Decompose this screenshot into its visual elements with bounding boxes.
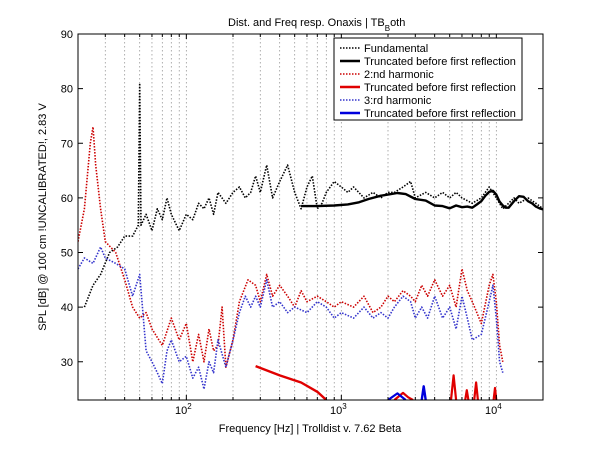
- legend-entry-fundamental: Fundamental: [364, 43, 428, 55]
- series-line-fundamental-truncated: [301, 189, 543, 211]
- y-tick-label: 70: [61, 138, 73, 150]
- x-axis-label: Frequency [Hz] | Trolldist v. 7.62 Beta: [219, 423, 402, 435]
- series-segment: [449, 374, 458, 400]
- series-line-second-harmonic-truncated: [255, 364, 328, 400]
- legend-box: [333, 37, 523, 121]
- series-line-third-harmonic-truncated: [420, 385, 427, 400]
- legend-entry-second-harmonic-truncated: Truncated before first reflection: [364, 82, 516, 94]
- legend-entry-third-harmonic-truncated: Truncated before first reflection: [364, 108, 516, 120]
- series-segment: [393, 391, 414, 400]
- series-segment: [473, 381, 479, 400]
- chart-title-suffix: oth: [390, 17, 405, 29]
- series-line-second-harmonic: [78, 126, 504, 368]
- y-tick-label: 60: [61, 193, 73, 205]
- chart-title: Dist. and Freq resp. Onaxis | TBBoth: [228, 17, 405, 33]
- legend-entry-fundamental-truncated: Truncated before first reflection: [364, 56, 516, 68]
- series-line-fundamental: [83, 82, 543, 308]
- y-axis-ticks: 30 40 50 60 70 80 90: [61, 29, 543, 369]
- y-tick-label: 80: [61, 84, 73, 96]
- x-tick-label: 104: [485, 402, 502, 417]
- legend-entry-third-harmonic: 3:rd harmonic: [364, 95, 432, 107]
- y-tick-label: 50: [61, 248, 73, 260]
- chart-title-subscript: B: [385, 24, 390, 33]
- series-layer: [78, 82, 543, 400]
- series-segment: [387, 392, 407, 400]
- x-tick-label: 103: [330, 402, 347, 417]
- plot-frame: [77, 33, 544, 401]
- legend-entry-second-harmonic: 2:nd harmonic: [364, 69, 434, 81]
- chart-title-group: Dist. and Freq resp. Onaxis | TBBoth: [228, 17, 405, 33]
- series-segment: [464, 389, 470, 400]
- y-tick-label: 40: [61, 302, 73, 314]
- x-tick-label: 102: [175, 402, 192, 417]
- x-axis-ticks: 102 103 104: [77, 34, 544, 417]
- y-tick-label: 30: [61, 357, 73, 369]
- series-line-third-harmonic: [78, 246, 504, 390]
- y-tick-label: 90: [61, 29, 73, 41]
- y-axis-label: SPL [dB] @ 100 cm !UNCALIBRATED!, 2.83 V: [37, 103, 49, 331]
